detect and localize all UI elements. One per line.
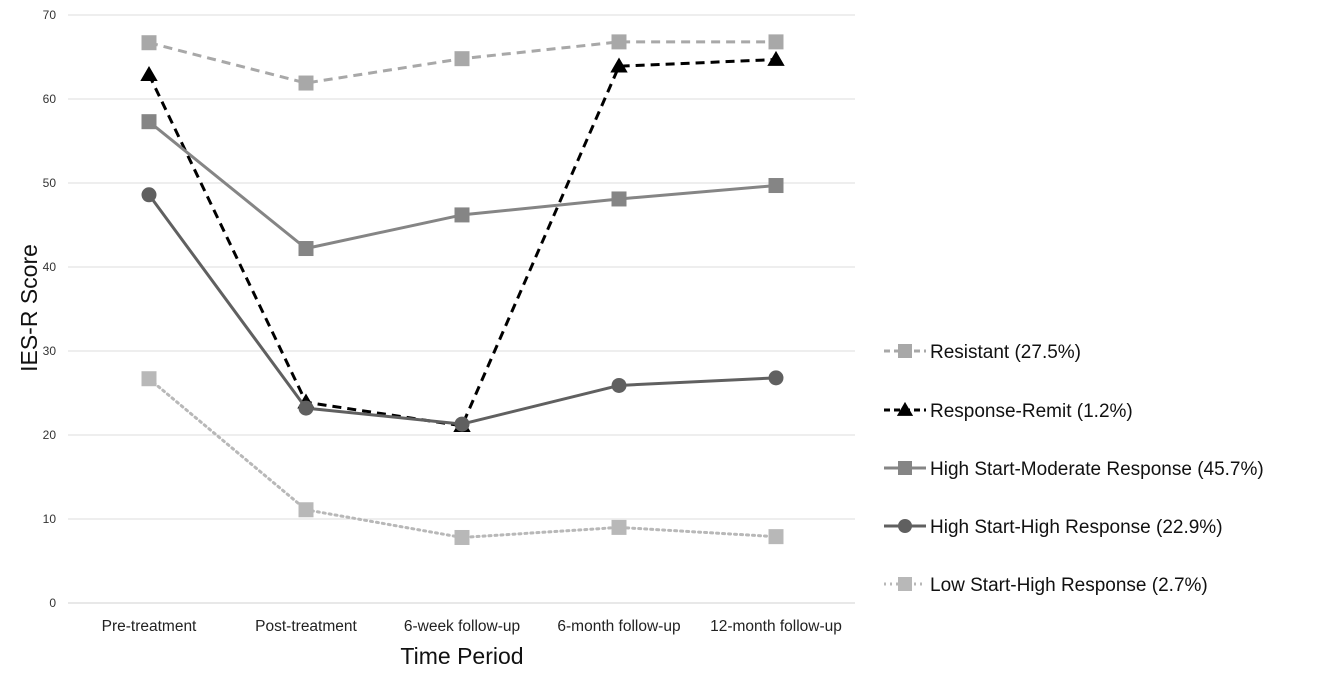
x-tick-label: 6-month follow-up — [557, 618, 680, 635]
y-tick-label: 20 — [43, 428, 57, 442]
series-lines — [140, 34, 785, 545]
y-tick-label: 40 — [43, 260, 57, 274]
data-point — [611, 519, 627, 535]
data-point — [298, 502, 314, 518]
data-point — [454, 529, 470, 545]
x-tick-label: 6-week follow-up — [404, 618, 520, 635]
data-point — [141, 371, 157, 387]
legend-label: Resistant (27.5%) — [930, 342, 1081, 363]
data-point — [298, 400, 314, 416]
data-point — [141, 187, 157, 203]
legend-item: Response-Remit (1.2%) — [884, 401, 1133, 422]
x-tick-label: Post-treatment — [255, 618, 357, 635]
x-tick-label: Pre-treatment — [102, 618, 197, 635]
legend-item: Resistant (27.5%) — [884, 342, 1081, 363]
data-point — [611, 191, 627, 207]
data-point — [611, 34, 627, 50]
gridlines — [68, 14, 855, 604]
y-tick-label: 50 — [43, 176, 57, 190]
y-axis-ticks: 0 10 20 30 40 50 60 70 — [43, 8, 57, 610]
series-1 — [141, 34, 784, 91]
legend-label: Low Start-High Response (2.7%) — [930, 575, 1208, 596]
data-point — [141, 114, 157, 130]
series-5 — [141, 371, 784, 545]
data-point — [454, 416, 470, 432]
legend-marker — [898, 519, 912, 533]
data-point — [610, 57, 628, 73]
data-point — [298, 241, 314, 257]
series-2 — [140, 50, 785, 433]
data-point — [768, 34, 784, 50]
series-3 — [141, 114, 784, 257]
data-point — [768, 178, 784, 194]
legend-label: Response-Remit (1.2%) — [930, 401, 1133, 422]
data-point — [768, 370, 784, 386]
data-point — [767, 50, 785, 66]
data-point — [611, 377, 627, 393]
legend-label: High Start-High Response (22.9%) — [930, 517, 1223, 538]
legend-marker — [898, 461, 912, 475]
y-tick-label: 10 — [43, 512, 57, 526]
y-tick-label: 60 — [43, 92, 57, 106]
legend-marker — [898, 577, 912, 591]
x-axis-title: Time Period — [400, 643, 523, 669]
x-axis-ticks: Pre-treatment Post-treatment 6-week follow… — [102, 618, 842, 635]
series-line — [147, 58, 777, 428]
y-tick-label: 30 — [43, 344, 57, 358]
legend-item: Low Start-High Response (2.7%) — [884, 575, 1208, 596]
y-tick-label: 70 — [43, 8, 57, 22]
x-tick-label: 12-month follow-up — [710, 618, 842, 635]
data-point — [140, 65, 158, 81]
data-point — [768, 529, 784, 545]
legend-marker — [896, 401, 914, 416]
series-line — [147, 377, 778, 539]
series-line — [147, 193, 777, 426]
y-axis-title: IES-R Score — [16, 244, 42, 372]
data-point — [298, 75, 314, 91]
legend: Resistant (27.5%) Response-Remit (1.2%) Hi… — [884, 342, 1264, 596]
y-tick-label: 0 — [49, 596, 56, 610]
data-point — [454, 51, 470, 67]
data-point — [141, 35, 157, 51]
legend-item: High Start-Moderate Response (45.7%) — [884, 459, 1264, 480]
legend-label: High Start-Moderate Response (45.7%) — [930, 459, 1264, 480]
legend-marker — [898, 344, 912, 358]
legend-item: High Start-High Response (22.9%) — [884, 517, 1223, 538]
series-4 — [141, 187, 784, 432]
series-line — [148, 120, 777, 251]
data-point — [454, 207, 470, 223]
